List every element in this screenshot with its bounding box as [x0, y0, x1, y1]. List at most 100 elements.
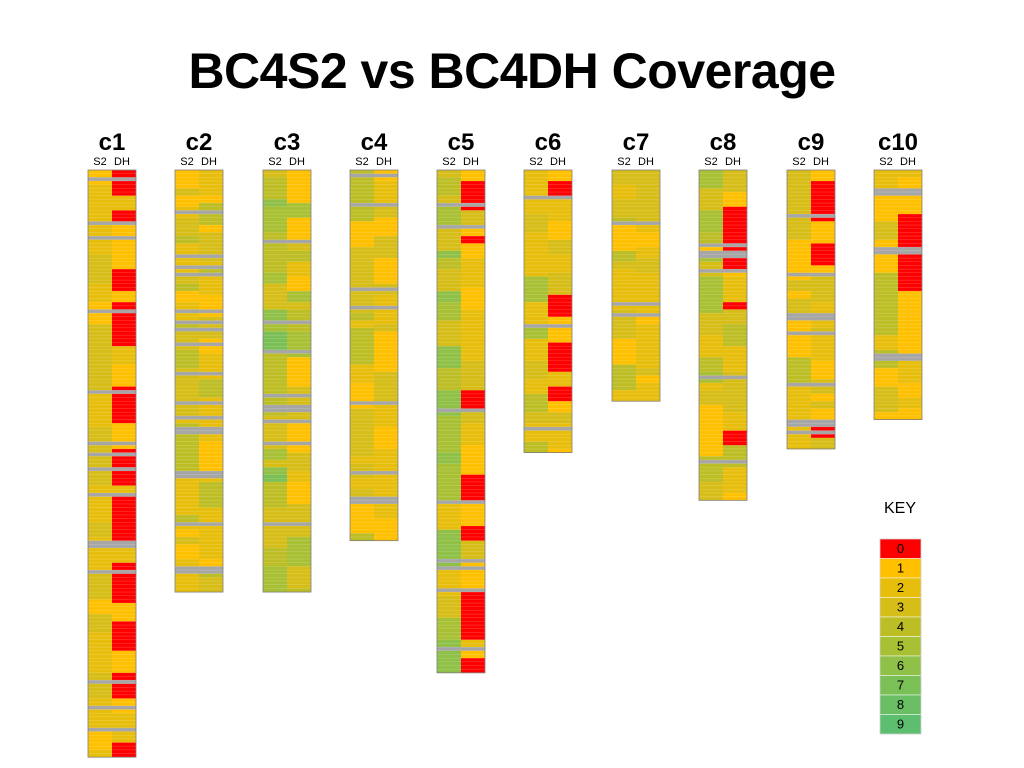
cell-s2	[874, 239, 898, 244]
cell-dh	[112, 661, 136, 666]
cell-s2	[350, 228, 374, 233]
cell-s2	[263, 559, 287, 563]
cell-s2	[437, 184, 461, 189]
cell-dh	[461, 522, 485, 527]
cell-dh	[461, 537, 485, 541]
cell-dh	[112, 658, 136, 663]
cell-dh	[287, 331, 311, 336]
cell-s2	[175, 507, 199, 512]
cell-dh	[461, 368, 485, 373]
cell-dh	[287, 313, 311, 318]
cell-s2	[612, 353, 636, 358]
cell-dh	[374, 496, 398, 501]
cell-dh	[374, 170, 398, 174]
cell-dh	[199, 522, 223, 527]
cell-s2	[699, 254, 723, 259]
cell-dh	[112, 441, 136, 446]
cell-dh	[811, 287, 835, 292]
cell-s2	[437, 555, 461, 560]
cell-s2	[437, 658, 461, 663]
cell-s2	[88, 298, 112, 303]
cell-s2	[787, 261, 811, 266]
cell-s2	[263, 210, 287, 215]
cell-s2	[437, 265, 461, 270]
cell-dh	[461, 595, 485, 600]
cell-dh	[199, 349, 223, 354]
cell-s2	[350, 298, 374, 303]
cell-dh	[112, 437, 136, 442]
cell-s2	[699, 280, 723, 285]
cell-dh	[723, 360, 747, 365]
cell-dh	[287, 276, 311, 281]
cell-s2	[263, 544, 287, 549]
cell-dh	[374, 533, 398, 538]
cell-dh	[199, 452, 223, 457]
cell-dh	[723, 470, 747, 475]
cell-s2	[787, 434, 811, 439]
cell-s2	[612, 247, 636, 252]
cell-dh	[811, 353, 835, 358]
cell-dh	[112, 203, 136, 207]
key-value-0: 0	[897, 541, 904, 556]
cell-dh	[548, 170, 572, 174]
cell-s2	[88, 467, 112, 472]
cell-s2	[88, 448, 112, 453]
cell-dh	[461, 342, 485, 347]
cell-s2	[88, 309, 112, 314]
cell-dh	[636, 232, 660, 237]
cell-s2	[175, 566, 199, 571]
cell-s2	[437, 232, 461, 237]
cell-dh	[287, 525, 311, 530]
cell-dh	[548, 294, 572, 299]
cell-dh	[374, 434, 398, 439]
cell-s2	[88, 258, 112, 263]
cell-s2	[437, 551, 461, 556]
cell-dh	[548, 239, 572, 244]
cell-s2	[88, 199, 112, 204]
cell-dh	[287, 305, 311, 310]
cell-s2	[263, 221, 287, 226]
cell-dh	[898, 324, 922, 329]
cell-dh	[723, 254, 747, 259]
cell-s2	[263, 214, 287, 219]
cell-s2	[787, 386, 811, 391]
cell-dh	[374, 232, 398, 237]
cell-dh	[461, 423, 485, 428]
cell-dh	[636, 261, 660, 266]
cell-s2	[88, 434, 112, 439]
cell-dh	[811, 302, 835, 307]
cell-s2	[175, 548, 199, 552]
cell-s2	[350, 327, 374, 332]
key-value-1: 1	[897, 561, 904, 576]
cell-dh	[461, 283, 485, 288]
column-label-dh: DH	[289, 156, 305, 168]
cell-s2	[437, 276, 461, 281]
cell-dh	[199, 404, 223, 409]
cell-s2	[350, 386, 374, 391]
cell-s2	[437, 628, 461, 633]
cell-dh	[461, 250, 485, 255]
cell-dh	[461, 397, 485, 402]
cell-dh	[287, 507, 311, 512]
cell-s2	[437, 533, 461, 538]
cell-s2	[524, 269, 548, 274]
cell-dh	[898, 287, 922, 292]
cell-dh	[811, 195, 835, 200]
cell-dh	[461, 456, 485, 461]
cell-s2	[88, 628, 112, 633]
cell-s2	[787, 206, 811, 211]
cell-s2	[175, 265, 199, 270]
cell-dh	[898, 184, 922, 189]
cell-s2	[437, 280, 461, 285]
cell-s2	[699, 331, 723, 336]
cell-s2	[88, 698, 112, 703]
cell-s2	[350, 500, 374, 505]
cell-s2	[699, 379, 723, 384]
cell-dh	[461, 485, 485, 490]
cell-dh	[548, 199, 572, 204]
cell-s2	[612, 357, 636, 362]
cell-dh	[898, 302, 922, 307]
cell-s2	[437, 595, 461, 600]
cell-dh	[199, 496, 223, 501]
cell-s2	[350, 214, 374, 219]
